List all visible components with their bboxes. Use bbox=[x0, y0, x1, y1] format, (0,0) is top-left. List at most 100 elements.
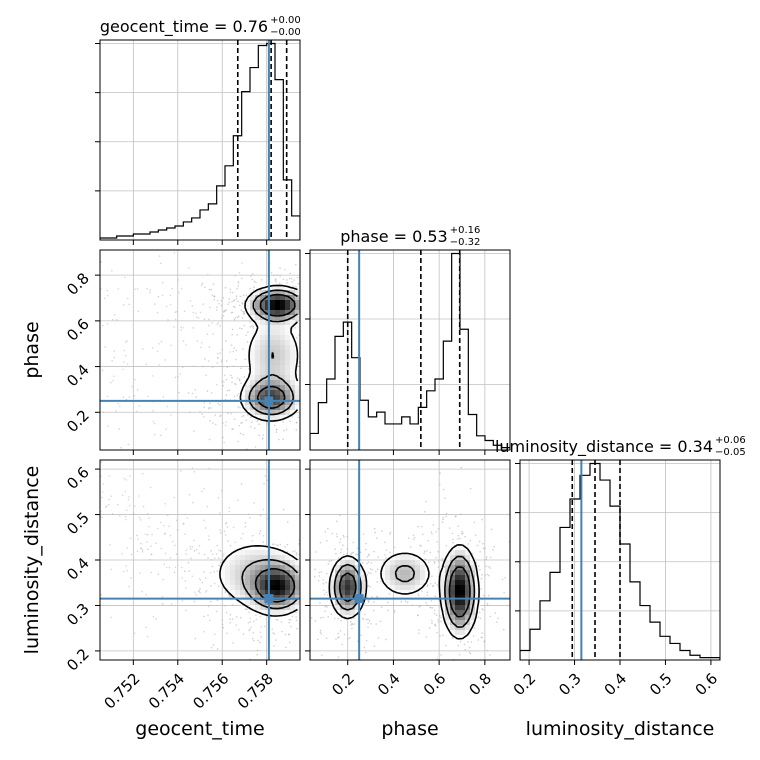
panel-geocent_time-vs-luminosity_distance-point bbox=[147, 534, 149, 536]
xtick-label-geocent_time-3: 0.758 bbox=[234, 670, 277, 713]
panel-phase-vs-luminosity_distance-point bbox=[374, 570, 377, 573]
panel-geocent_time-vs-luminosity_distance-density-cell bbox=[265, 555, 271, 561]
panel-phase-vs-luminosity_distance-point bbox=[320, 617, 322, 619]
panel-geocent_time-vs-phase-density-cell bbox=[280, 290, 286, 296]
panel-geocent_time-vs-phase-point bbox=[203, 402, 206, 404]
panel-phase-vs-luminosity_distance-density-cell bbox=[350, 565, 356, 571]
panel-phase-vs-luminosity_distance-point bbox=[379, 620, 382, 623]
panel-phase-vs-luminosity_distance-point bbox=[315, 551, 317, 553]
panel-geocent_time-vs-phase-point bbox=[223, 230, 225, 232]
panel-geocent_time-vs-phase-density-cell bbox=[270, 295, 276, 301]
panel-geocent_time-vs-luminosity_distance-density-cell bbox=[270, 565, 276, 571]
panel-geocent_time-vs-luminosity_distance-point bbox=[210, 559, 213, 561]
panel-geocent_time-vs-phase-density-cell bbox=[275, 340, 281, 346]
panel-geocent_time-vs-phase-point bbox=[106, 289, 109, 292]
panel-phase-vs-luminosity_distance-density-cell bbox=[345, 570, 351, 576]
panel-geocent_time-vs-phase-point bbox=[204, 504, 206, 506]
panel-phase-vs-luminosity_distance-point bbox=[327, 527, 329, 530]
panel-geocent_time-vs-luminosity_distance-point bbox=[203, 571, 205, 573]
panel-geocent_time-vs-phase-density-cell bbox=[250, 410, 256, 416]
panel-geocent_time-vs-luminosity_distance-density-cell bbox=[290, 585, 296, 591]
panel-geocent_time-vs-luminosity_distance-density-cell bbox=[290, 580, 296, 586]
panel-geocent_time-vs-luminosity_distance-point bbox=[302, 561, 304, 563]
panel-geocent_time-vs-luminosity_distance-point bbox=[133, 632, 136, 634]
panel-geocent_time-vs-luminosity_distance-density-cell bbox=[225, 560, 231, 566]
panel-geocent_time-vs-phase-point bbox=[165, 428, 168, 430]
panel-geocent_time-vs-luminosity_distance-point bbox=[302, 620, 304, 622]
panel-phase-vs-luminosity_distance-point bbox=[351, 623, 354, 626]
panel-geocent_time-vs-phase-density-cell bbox=[270, 340, 276, 346]
panel-geocent_time-vs-phase-point bbox=[301, 400, 303, 402]
panel-phase-vs-luminosity_distance-point bbox=[437, 528, 440, 530]
panel-phase-vs-luminosity_distance-point bbox=[373, 527, 376, 530]
panel-geocent_time-vs-phase-point bbox=[327, 394, 329, 396]
panel-geocent_time-vs-phase-density-cell bbox=[255, 405, 261, 411]
panel-geocent_time-vs-phase-point bbox=[249, 416, 252, 419]
panel-geocent_time-vs-phase-point bbox=[201, 282, 204, 285]
panel-geocent_time-vs-phase-density-cell bbox=[255, 345, 261, 351]
panel-geocent_time-vs-phase-point bbox=[301, 378, 303, 380]
panel-geocent_time-vs-phase-point bbox=[237, 440, 240, 443]
panel-phase-vs-luminosity_distance-density-cell bbox=[465, 625, 471, 631]
panel-phase-vs-luminosity_distance-density-cell bbox=[400, 560, 406, 566]
panel-geocent_time-vs-phase-point bbox=[245, 334, 247, 337]
panel-geocent_time-vs-phase-point bbox=[183, 310, 186, 313]
panel-geocent_time-vs-phase-point bbox=[319, 289, 321, 291]
panel-geocent_time-vs-phase-point bbox=[330, 320, 332, 322]
panel-geocent_time-vs-luminosity_distance-point bbox=[125, 479, 128, 481]
ytick-label-phase-3: 0.8 bbox=[63, 269, 93, 299]
panel-phase-vs-luminosity_distance-point bbox=[468, 666, 470, 668]
panel-phase-vs-luminosity_distance-density-cell bbox=[450, 560, 456, 566]
panel-phase-vs-luminosity_distance-point bbox=[412, 534, 415, 536]
panel-geocent_time-vs-luminosity_distance-density-cell bbox=[220, 565, 226, 571]
panel-phase-vs-luminosity_distance-point bbox=[367, 561, 370, 563]
panel-geocent_time-vs-phase-point bbox=[311, 307, 313, 309]
panel-geocent_time-vs-phase-density-cell bbox=[295, 380, 300, 386]
panel-geocent_time-vs-luminosity_distance-point bbox=[221, 555, 224, 557]
panel-geocent_time-vs-phase-point bbox=[208, 438, 211, 441]
panel-geocent_time-vs-luminosity_distance-density-cell bbox=[280, 585, 286, 591]
panel-phase-vs-luminosity_distance-point bbox=[480, 588, 482, 590]
panel-geocent_time-vs-phase-density-cell bbox=[290, 355, 296, 361]
panel-geocent_time-vs-luminosity_distance-density-cell bbox=[285, 580, 291, 586]
panel-phase-vs-luminosity_distance-point bbox=[320, 633, 323, 635]
panel-geocent_time-vs-luminosity_distance-point bbox=[195, 594, 197, 596]
panel-geocent_time-vs-phase-point bbox=[251, 421, 253, 424]
panel-geocent_time-vs-phase-point bbox=[236, 394, 239, 397]
panel-geocent_time-vs-luminosity_distance-point bbox=[208, 538, 210, 541]
panel-geocent_time-vs-phase-point bbox=[230, 374, 232, 377]
panel-geocent_time-vs-phase-point bbox=[225, 360, 228, 362]
panel-geocent_time-vs-phase-point bbox=[231, 300, 234, 303]
panel-geocent_time-vs-luminosity_distance-point bbox=[170, 603, 173, 605]
panel-geocent_time-vs-phase-point bbox=[297, 282, 300, 285]
panel-geocent_time-vs-phase-density-cell bbox=[290, 405, 296, 411]
panel-geocent_time-vs-luminosity_distance-point bbox=[129, 475, 131, 477]
panel-phase-vs-luminosity_distance-density-cell bbox=[420, 565, 426, 571]
panel-geocent_time-vs-luminosity_distance-point bbox=[161, 602, 164, 605]
panel-geocent_time-vs-luminosity_distance-point bbox=[232, 604, 234, 606]
panel-phase-vs-luminosity_distance-density-cell bbox=[460, 550, 466, 556]
panel-geocent_time-vs-phase-density-cell bbox=[250, 370, 256, 376]
panel-geocent_time-vs-phase-point bbox=[318, 372, 320, 374]
panel-geocent_time-vs-phase-point bbox=[194, 388, 197, 391]
panel-geocent_time-vs-phase-point bbox=[158, 363, 161, 366]
panel-geocent_time-vs-luminosity_distance-point bbox=[179, 470, 182, 472]
panel-geocent_time-vs-phase-point bbox=[221, 359, 224, 361]
panel-geocent_time-vs-phase-point bbox=[216, 352, 219, 355]
panel-geocent_time-vs-phase-density-cell bbox=[260, 330, 266, 336]
panel-geocent_time-vs-phase-point bbox=[233, 365, 235, 368]
panel-geocent_time-vs-luminosity_distance-point bbox=[110, 568, 113, 571]
panel-geocent_time-vs-luminosity_distance-point bbox=[253, 502, 255, 504]
panel-geocent_time-vs-luminosity_distance-point bbox=[280, 621, 283, 624]
panel-phase-vs-luminosity_distance-point bbox=[385, 557, 387, 559]
panel-geocent_time-vs-phase-density-cell bbox=[280, 415, 286, 421]
panel-geocent_time-vs-luminosity_distance-point bbox=[184, 580, 187, 582]
panel-geocent_time-vs-phase-point bbox=[246, 341, 249, 343]
panel-geocent_time-vs-phase-density-cell bbox=[280, 320, 286, 326]
panel-phase-vs-luminosity_distance-point bbox=[481, 632, 484, 634]
panel-geocent_time-vs-luminosity_distance-point bbox=[312, 575, 314, 577]
panel-geocent_time-vs-phase-density-cell bbox=[250, 400, 256, 406]
panel-geocent_time-vs-luminosity_distance-point bbox=[273, 645, 275, 647]
panel-geocent_time-vs-phase-density-cell bbox=[295, 405, 300, 411]
panel-geocent_time-vs-phase-point bbox=[145, 363, 148, 366]
